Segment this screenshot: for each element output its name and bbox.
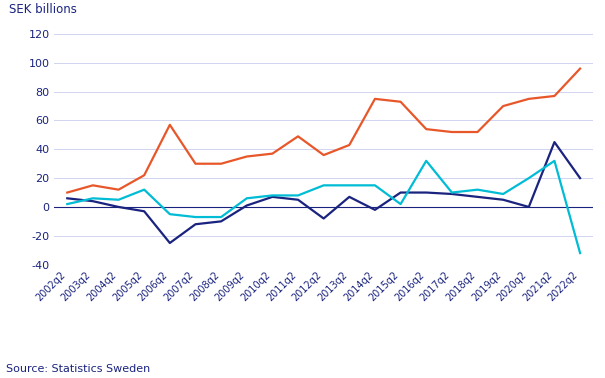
Bank deposits xyxy=(192,161,199,166)
Investment funds xyxy=(448,190,456,195)
Investment funds xyxy=(371,183,379,187)
Text: Source: Statistics Sweden: Source: Statistics Sweden xyxy=(6,364,150,374)
Bank deposits xyxy=(217,161,224,166)
Bank deposits xyxy=(64,190,71,195)
Shares xyxy=(423,190,430,195)
Bank deposits xyxy=(448,130,456,134)
Shares xyxy=(345,195,353,199)
Investment funds xyxy=(577,251,584,256)
Shares xyxy=(217,219,224,224)
Shares xyxy=(140,209,148,214)
Investment funds xyxy=(320,183,327,187)
Shares xyxy=(320,216,327,221)
Bank deposits xyxy=(269,151,276,156)
Investment funds xyxy=(474,187,481,192)
Shares xyxy=(371,208,379,212)
Investment funds xyxy=(166,212,174,217)
Bank deposits xyxy=(243,154,250,159)
Line: Shares: Shares xyxy=(67,142,580,243)
Line: Bank deposits: Bank deposits xyxy=(67,69,580,192)
Investment funds xyxy=(525,176,532,180)
Bank deposits xyxy=(525,97,532,101)
Investment funds xyxy=(397,202,404,206)
Investment funds xyxy=(217,215,224,219)
Investment funds xyxy=(115,197,122,202)
Investment funds xyxy=(140,187,148,192)
Bank deposits xyxy=(90,183,97,187)
Shares xyxy=(500,197,507,202)
Shares xyxy=(295,197,302,202)
Investment funds xyxy=(64,202,71,206)
Bank deposits xyxy=(423,127,430,132)
Shares xyxy=(64,196,71,201)
Shares xyxy=(474,195,481,199)
Bank deposits xyxy=(551,94,558,98)
Shares xyxy=(448,192,456,196)
Investment funds xyxy=(423,159,430,163)
Bank deposits xyxy=(140,173,148,178)
Bank deposits xyxy=(371,97,379,101)
Shares xyxy=(243,203,250,208)
Investment funds xyxy=(345,183,353,187)
Shares xyxy=(269,195,276,199)
Bank deposits xyxy=(345,143,353,147)
Shares xyxy=(115,205,122,209)
Shares xyxy=(577,176,584,180)
Investment funds xyxy=(269,193,276,198)
Investment funds xyxy=(90,196,97,201)
Bank deposits xyxy=(474,130,481,134)
Text: SEK billions: SEK billions xyxy=(8,3,77,15)
Shares xyxy=(397,190,404,195)
Investment funds xyxy=(500,192,507,196)
Shares xyxy=(166,241,174,245)
Shares xyxy=(551,140,558,144)
Bank deposits xyxy=(320,153,327,157)
Bank deposits xyxy=(295,134,302,139)
Investment funds xyxy=(295,193,302,198)
Bank deposits xyxy=(397,99,404,104)
Investment funds xyxy=(192,215,199,219)
Bank deposits xyxy=(115,187,122,192)
Bank deposits xyxy=(500,104,507,108)
Bank deposits xyxy=(577,67,584,71)
Shares xyxy=(525,205,532,209)
Shares xyxy=(90,199,97,203)
Investment funds xyxy=(243,196,250,201)
Shares xyxy=(192,222,199,226)
Line: Investment funds: Investment funds xyxy=(67,161,580,253)
Bank deposits xyxy=(166,122,174,127)
Investment funds xyxy=(551,159,558,163)
